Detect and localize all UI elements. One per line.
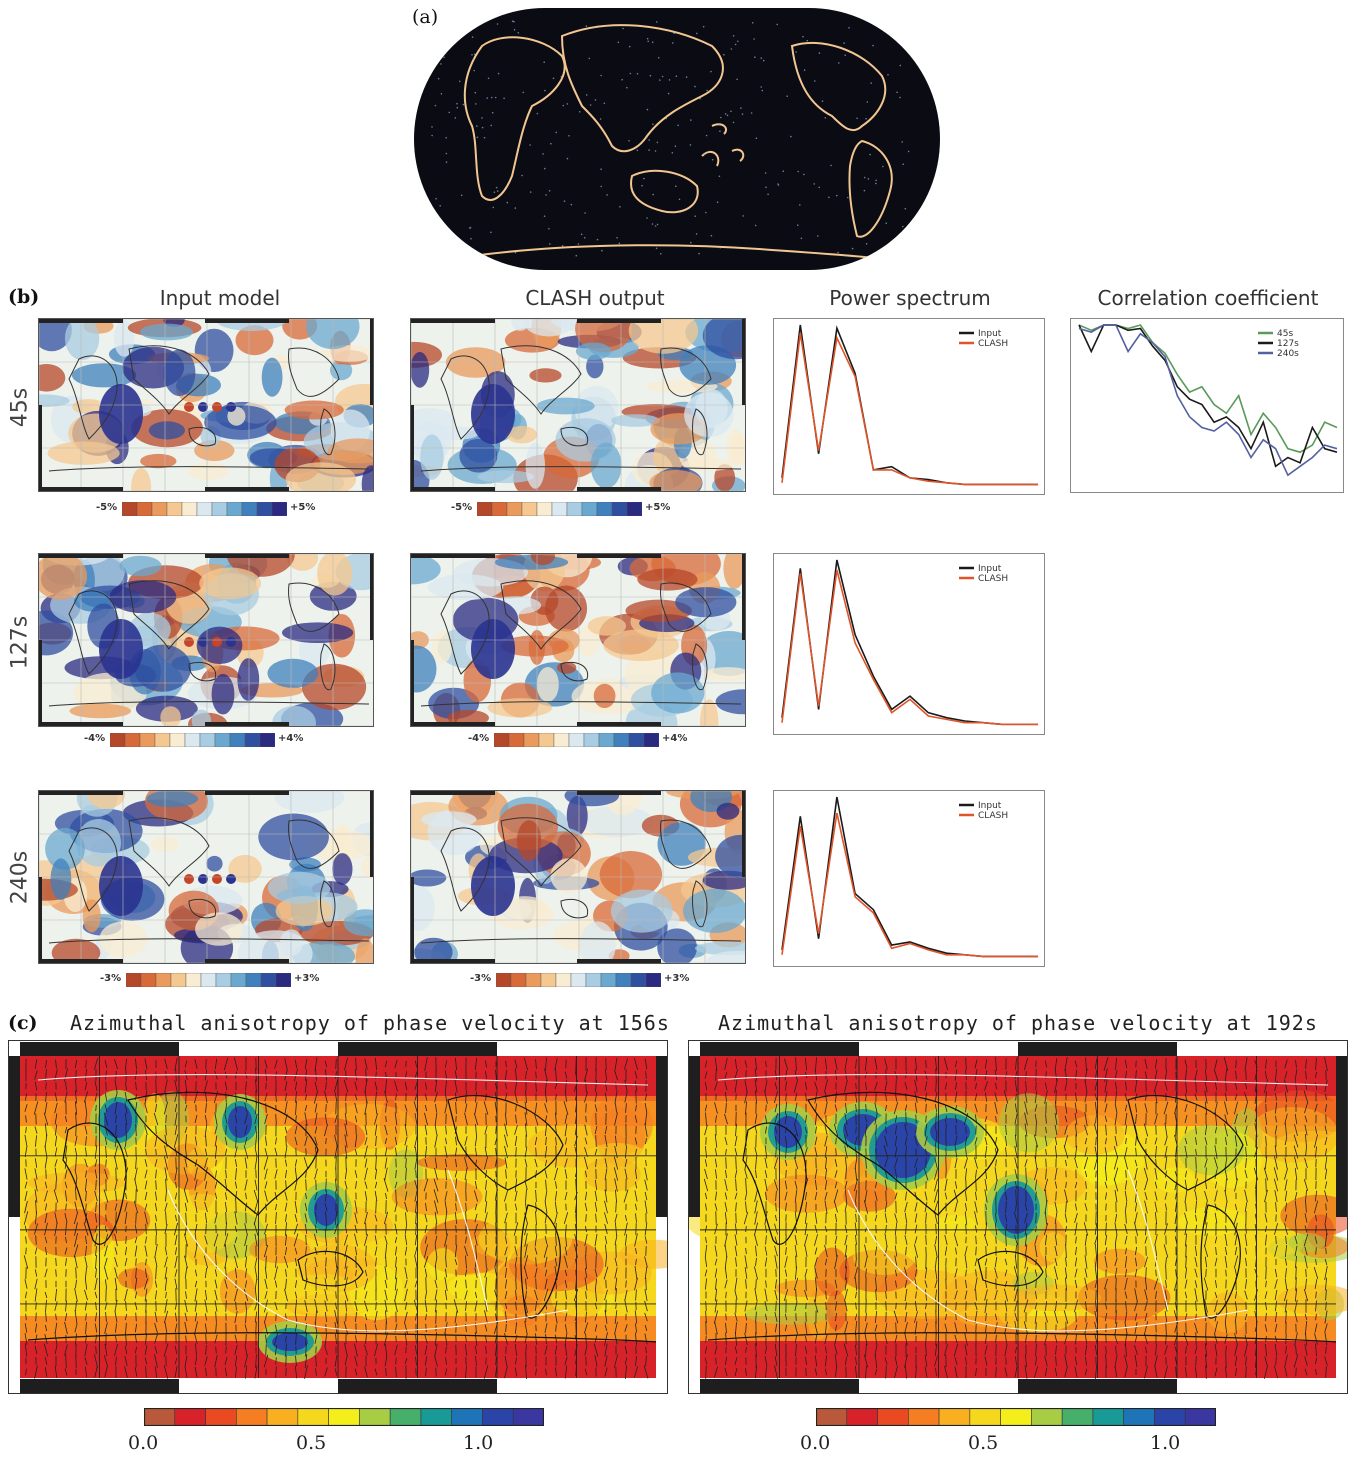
station-dots bbox=[431, 20, 910, 257]
row-label-240s: 240s bbox=[7, 850, 33, 905]
cbar-min-label: -5% bbox=[451, 502, 473, 513]
panel-c-letter: (c) bbox=[8, 1012, 38, 1034]
clash-output-map-127s bbox=[410, 553, 746, 727]
diverging-colorbar bbox=[493, 732, 660, 751]
world-map-stations bbox=[412, 6, 942, 272]
cbar-min-label: -4% bbox=[84, 733, 106, 744]
cbar-max-label: +3% bbox=[664, 973, 690, 984]
cbar-min-label: -3% bbox=[100, 973, 122, 984]
cbar-tick-0-left: 0.0 bbox=[128, 1432, 159, 1454]
legend-label: 240s bbox=[1277, 349, 1299, 359]
power-spectrum-45s: Input CLASH bbox=[773, 318, 1045, 495]
colorbar-156s bbox=[143, 1407, 545, 1427]
cbar-tick-05-left: 0.5 bbox=[296, 1432, 327, 1454]
cbar-tick-1-left: 1.0 bbox=[463, 1432, 494, 1454]
diverging-colorbar bbox=[125, 972, 292, 991]
legend-label: 45s bbox=[1277, 329, 1293, 339]
column-title-correlation-coefficient: Correlation coefficient bbox=[1097, 286, 1319, 310]
clash-output-map-240s bbox=[410, 790, 746, 964]
diverging-colorbar bbox=[121, 501, 288, 520]
column-title-power-spectrum: Power spectrum bbox=[829, 286, 991, 310]
cbar-min-label: -5% bbox=[96, 502, 118, 513]
australia-coast bbox=[630, 169, 699, 214]
legend-label: CLASH bbox=[978, 574, 1008, 584]
right-map-title: Azimuthal anisotropy of phase velocity a… bbox=[718, 1011, 1318, 1035]
correlation-coefficient-chart: 45s 127s 240s bbox=[1070, 318, 1344, 493]
column-title-clash-output: CLASH output bbox=[525, 286, 665, 310]
panel-a-letter: (a) bbox=[412, 6, 439, 28]
legend-label: Input bbox=[978, 329, 1002, 339]
row-label-45s: 45s bbox=[7, 387, 33, 428]
cbar-min-label: -3% bbox=[470, 973, 492, 984]
cbar-tick-0-right: 0.0 bbox=[800, 1432, 831, 1454]
power-spectrum-127s: Input CLASH bbox=[773, 553, 1045, 735]
diverging-colorbar bbox=[476, 501, 643, 520]
series-line-CLASH bbox=[781, 569, 1038, 726]
cbar-max-label: +3% bbox=[294, 973, 320, 984]
legend-label: CLASH bbox=[978, 339, 1008, 349]
colorbar-192s bbox=[815, 1407, 1217, 1427]
row-label-127s: 127s bbox=[7, 615, 33, 670]
diverging-colorbar bbox=[495, 972, 662, 991]
input-model-map-127s bbox=[38, 553, 374, 727]
panel-b-letter: (b) bbox=[8, 286, 40, 308]
legend-label: CLASH bbox=[978, 811, 1008, 821]
cbar-max-label: +5% bbox=[290, 502, 316, 513]
diverging-colorbar bbox=[109, 732, 276, 751]
series-line-240s bbox=[1078, 324, 1338, 477]
cbar-max-label: +4% bbox=[278, 733, 304, 744]
series-line-127s bbox=[1078, 324, 1338, 468]
anisotropy-map-192s bbox=[683, 1040, 1349, 1394]
clash-output-map-45s bbox=[410, 318, 746, 492]
input-model-map-240s bbox=[38, 790, 374, 964]
cbar-tick-05-right: 0.5 bbox=[968, 1432, 999, 1454]
legend-label: Input bbox=[978, 564, 1002, 574]
series-line-CLASH bbox=[781, 812, 1038, 958]
south-america-coast bbox=[848, 139, 893, 238]
asia-coast bbox=[560, 24, 724, 153]
anisotropy-map-156s bbox=[8, 1040, 690, 1394]
north-america-coast bbox=[790, 41, 887, 132]
legend-label: 127s bbox=[1277, 339, 1299, 349]
series-line-45s bbox=[1078, 324, 1338, 454]
input-model-map-45s bbox=[38, 318, 374, 492]
left-map-title: Azimuthal anisotropy of phase velocity a… bbox=[70, 1011, 670, 1035]
legend-label: Input bbox=[978, 801, 1002, 811]
series-line-CLASH bbox=[781, 332, 1038, 486]
cbar-max-label: +4% bbox=[662, 733, 688, 744]
power-spectrum-240s: Input CLASH bbox=[773, 790, 1045, 967]
column-title-input-model: Input model bbox=[159, 286, 281, 310]
africa-europe-coast bbox=[463, 36, 566, 201]
cbar-max-label: +5% bbox=[645, 502, 671, 513]
cbar-min-label: -4% bbox=[468, 733, 490, 744]
cbar-tick-1-right: 1.0 bbox=[1150, 1432, 1181, 1454]
